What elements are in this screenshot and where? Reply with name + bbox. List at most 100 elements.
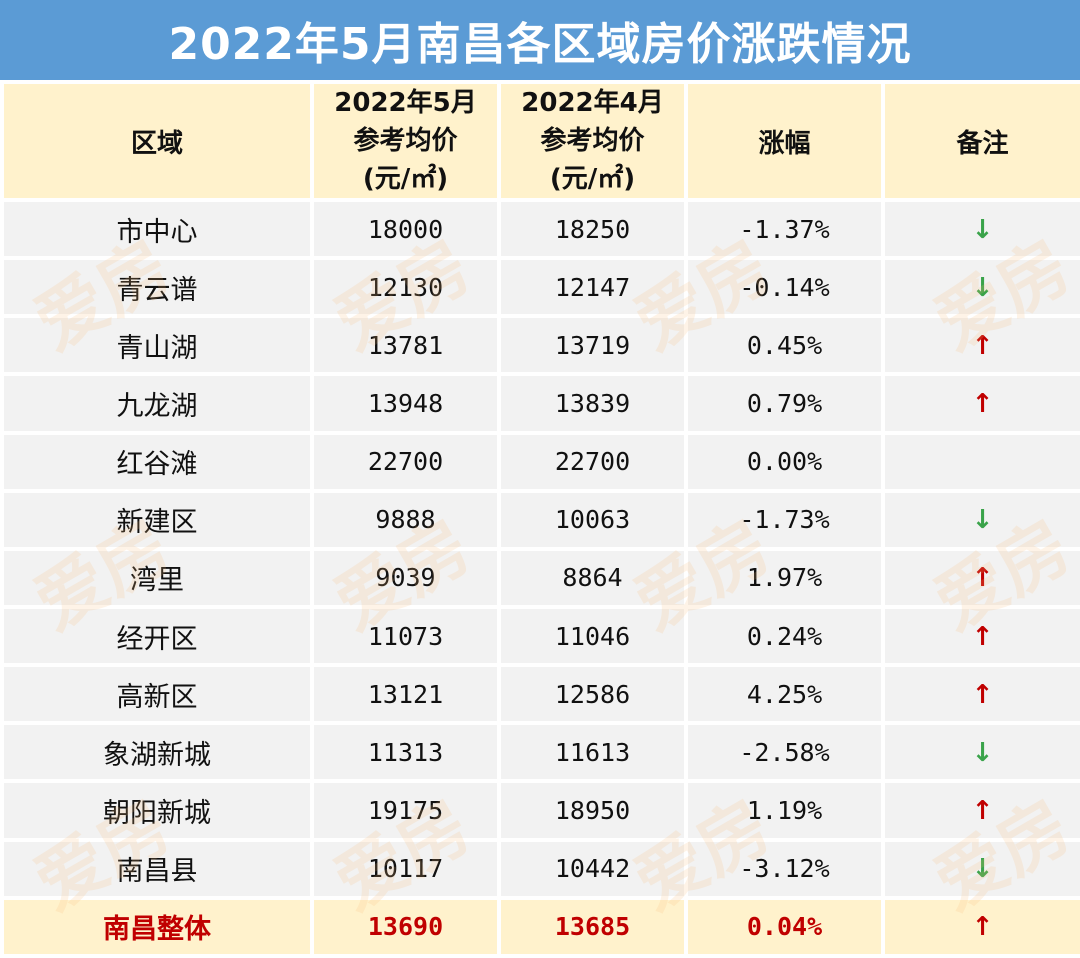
note-cell: ↑ [885,899,1080,954]
apr-price-cell: 10442 [501,841,684,896]
region-cell: 红谷滩 [4,434,310,489]
apr-price-cell: 11046 [501,608,684,664]
arrow-up-icon: ↑ [971,912,994,943]
table-row: 新建区 9888 10063 -1.73% ↓ [4,492,1080,547]
table-row: 九龙湖 13948 13839 0.79% ↑ [4,376,1080,431]
header-may-price: 2022年5月 参考均价 (元/㎡) [314,84,497,198]
table-row: 南昌县 10117 10442 -3.12% ↓ [4,841,1080,896]
change-cell: 1.19% [688,783,881,838]
region-cell: 象湖新城 [4,725,310,780]
may-price-cell: 12130 [314,260,497,315]
may-price-cell: 13690 [314,899,497,954]
region-cell: 朝阳新城 [4,783,310,838]
may-price-cell: 11073 [314,608,497,664]
apr-price-cell: 22700 [501,434,684,489]
may-price-cell: 13121 [314,667,497,722]
region-cell: 新建区 [4,492,310,547]
may-price-cell: 11313 [314,725,497,780]
title-bar: 2022年5月南昌各区域房价涨跌情况 [0,0,1080,80]
apr-price-cell: 18250 [501,202,684,257]
table-row: 红谷滩 22700 22700 0.00% [4,434,1080,489]
note-cell [885,434,1080,489]
region-cell: 高新区 [4,667,310,722]
table-row: 市中心 18000 18250 -1.37% ↓ [4,202,1080,257]
apr-price-cell: 12147 [501,260,684,315]
header-apr-line3: (元/㎡) [549,164,636,194]
note-cell: ↓ [885,725,1080,780]
may-price-cell: 22700 [314,434,497,489]
apr-price-cell: 8864 [501,550,684,605]
may-price-cell: 9039 [314,550,497,605]
header-may-line3: (元/㎡) [362,164,449,194]
change-cell: 0.24% [688,608,881,664]
header-apr-line2: 参考均价 [540,126,645,156]
region-cell: 市中心 [4,202,310,257]
region-cell: 青云谱 [4,260,310,315]
apr-price-cell: 10063 [501,492,684,547]
apr-price-cell: 13719 [501,318,684,373]
total-row: 南昌整体 13690 13685 0.04% ↑ [4,899,1080,954]
header-may-line2: 参考均价 [353,126,458,156]
table-row: 青云谱 12130 12147 -0.14% ↓ [4,260,1080,315]
note-cell: ↓ [885,202,1080,257]
arrow-down-icon: ↓ [971,272,994,303]
change-cell: -2.58% [688,725,881,780]
note-cell: ↑ [885,667,1080,722]
page-title: 2022年5月南昌各区域房价涨跌情况 [168,19,912,70]
header-may-line1: 2022年5月 [334,88,477,118]
arrow-up-icon: ↑ [971,795,994,826]
may-price-cell: 18000 [314,202,497,257]
change-cell: 4.25% [688,667,881,722]
arrow-up-icon: ↑ [971,679,994,710]
price-table: 区域 2022年5月 参考均价 (元/㎡) 2022年4月 参考均价 (元/㎡)… [0,80,1080,958]
apr-price-cell: 18950 [501,783,684,838]
note-cell: ↓ [885,841,1080,896]
table-row: 青山湖 13781 13719 0.45% ↑ [4,318,1080,373]
change-cell: 0.04% [688,899,881,954]
apr-price-cell: 12586 [501,667,684,722]
table-row: 象湖新城 11313 11613 -2.58% ↓ [4,725,1080,780]
region-cell: 九龙湖 [4,376,310,431]
may-price-cell: 13781 [314,318,497,373]
change-cell: -3.12% [688,841,881,896]
note-cell: ↓ [885,492,1080,547]
header-apr-line1: 2022年4月 [521,88,664,118]
note-cell: ↑ [885,318,1080,373]
change-cell: -0.14% [688,260,881,315]
table-row: 朝阳新城 19175 18950 1.19% ↑ [4,783,1080,838]
may-price-cell: 13948 [314,376,497,431]
arrow-up-icon: ↑ [971,388,994,419]
apr-price-cell: 13839 [501,376,684,431]
apr-price-cell: 13685 [501,899,684,954]
may-price-cell: 9888 [314,492,497,547]
apr-price-cell: 11613 [501,725,684,780]
arrow-down-icon: ↓ [971,854,994,885]
note-cell: ↑ [885,783,1080,838]
may-price-cell: 10117 [314,841,497,896]
arrow-up-icon: ↑ [971,330,994,361]
arrow-down-icon: ↓ [971,214,994,245]
arrow-up-icon: ↑ [971,563,994,594]
note-cell: ↑ [885,376,1080,431]
region-cell: 青山湖 [4,318,310,373]
region-cell: 南昌县 [4,841,310,896]
region-cell: 南昌整体 [4,899,310,954]
arrow-down-icon: ↓ [971,505,994,536]
table-body: 市中心 18000 18250 -1.37% ↓ 青云谱 12130 12147 -0.14% ↓… [4,202,1080,954]
region-cell: 经开区 [4,608,310,664]
change-cell: 0.45% [688,318,881,373]
table-row: 高新区 13121 12586 4.25% ↑ [4,667,1080,722]
may-price-cell: 19175 [314,783,497,838]
change-cell: 1.97% [688,550,881,605]
note-cell: ↑ [885,608,1080,664]
table-row: 经开区 11073 11046 0.24% ↑ [4,608,1080,664]
table-row: 湾里 9039 8864 1.97% ↑ [4,550,1080,605]
arrow-down-icon: ↓ [971,737,994,768]
header-apr-price: 2022年4月 参考均价 (元/㎡) [501,84,684,198]
change-cell: -1.37% [688,202,881,257]
header-region: 区域 [4,84,310,198]
header-change: 涨幅 [688,84,881,198]
change-cell: 0.79% [688,376,881,431]
note-cell: ↑ [885,550,1080,605]
